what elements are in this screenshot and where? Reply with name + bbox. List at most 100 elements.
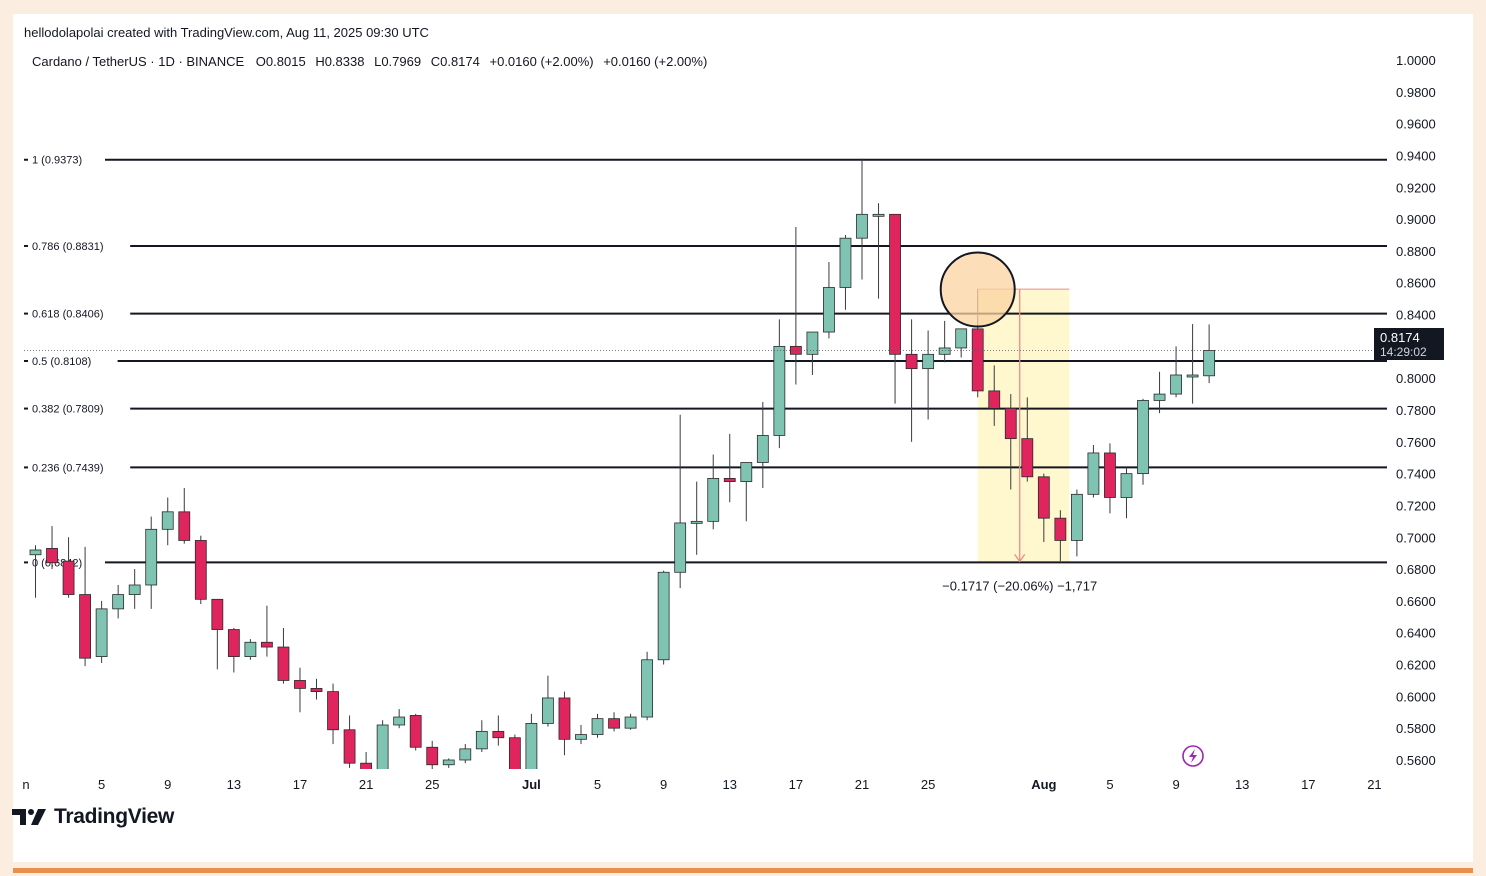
x-tick-2: 9 xyxy=(164,777,171,792)
candle-body-26 xyxy=(459,748,472,761)
x-tick-5: 21 xyxy=(359,777,373,792)
tradingview-logo-icon xyxy=(12,809,46,825)
fibonacci-levels: 1 (0.9373) 0.786 (0.8831) 0.618 (0.8406) 0.… xyxy=(24,155,1387,569)
candle-body-34 xyxy=(591,718,604,735)
y-tick-6: 0.8800 xyxy=(1396,244,1436,259)
candle-body-29 xyxy=(508,737,521,769)
y-tick-18: 0.6400 xyxy=(1396,626,1436,641)
candle-body-10 xyxy=(194,540,207,600)
candle-body-36 xyxy=(624,716,637,729)
brand-name: TradingView xyxy=(54,805,175,828)
y-tick-7: 0.8600 xyxy=(1396,276,1436,291)
candle-body-17 xyxy=(310,688,323,692)
x-tick-7: Jul xyxy=(522,777,541,792)
measure-label: −0.1717 (−20.06%) −1,717 xyxy=(942,578,1097,593)
candle-body-19 xyxy=(343,729,356,764)
legend-high-label: H xyxy=(315,54,324,69)
candle-body-23 xyxy=(409,715,422,748)
y-tick-15: 0.7000 xyxy=(1396,530,1436,545)
fib-label-5: 0.236 (0.7439) xyxy=(32,462,104,474)
candle-body-0 xyxy=(29,549,42,556)
fib-label-3: 0.5 (0.8108) xyxy=(32,356,91,368)
candle-body-38 xyxy=(657,571,670,661)
y-tick-0: 1.0000 xyxy=(1396,53,1436,68)
candle-body-13 xyxy=(244,641,257,657)
y-tick-21: 0.5800 xyxy=(1396,721,1436,736)
y-tick-2: 0.9600 xyxy=(1396,117,1436,132)
legend-low-label: L xyxy=(374,54,381,69)
y-tick-12: 0.7600 xyxy=(1396,435,1436,450)
fib-label-1: 0.786 (0.8831) xyxy=(32,241,104,253)
last-price-badge: 0.8174 14:29:02 xyxy=(1374,328,1444,360)
candle-body-52 xyxy=(889,213,901,355)
candle-body-3 xyxy=(79,594,91,659)
fib-label-4: 0.382 (0.7809) xyxy=(32,404,104,416)
fib-label-0: 1 (0.9373) xyxy=(32,155,82,167)
candle-body-16 xyxy=(294,680,306,689)
candle-body-33 xyxy=(575,734,587,740)
ohlc-legend: Cardano / TetherUS · 1D · BINANCE O0.801… xyxy=(32,54,707,69)
legend-change: +0.0160 (+2.00%) xyxy=(490,54,594,69)
x-tick-3: 13 xyxy=(227,777,241,792)
candle-body-58 xyxy=(988,390,1001,409)
price-axis[interactable]: 1.0000 0.9800 0.9600 0.9400 0.9200 0.9000 0.88… xyxy=(1396,53,1436,768)
x-tick-16: 9 xyxy=(1172,777,1179,792)
candle-body-32 xyxy=(558,697,571,740)
y-tick-16: 0.6800 xyxy=(1396,562,1436,577)
candle-body-64 xyxy=(1087,452,1100,495)
time-axis[interactable]: n 5 9 13 17 21 25 Jul 5 9 13 17 21 25 Aug 5 9 13 17 21 xyxy=(22,777,1381,792)
legend-open: 0.8015 xyxy=(266,54,306,69)
y-tick-8: 0.8400 xyxy=(1396,308,1436,323)
candlesticks xyxy=(29,158,1216,769)
candle-body-35 xyxy=(608,718,620,729)
candle-body-31 xyxy=(542,697,554,724)
y-tick-14: 0.7200 xyxy=(1396,498,1436,513)
fib-label-2: 0.618 (0.8406) xyxy=(32,309,104,321)
candle-body-44 xyxy=(756,435,769,463)
candle-body-6 xyxy=(128,584,141,595)
y-tick-20: 0.6000 xyxy=(1396,689,1436,704)
x-tick-0: n xyxy=(22,777,29,792)
y-tick-22: 0.5600 xyxy=(1396,753,1436,768)
candle-body-41 xyxy=(707,478,720,522)
legend-close: 0.8174 xyxy=(440,54,480,69)
candle-body-5 xyxy=(112,594,125,610)
candle-body-60 xyxy=(1021,438,1034,478)
candle-body-57 xyxy=(971,328,984,392)
candle-body-22 xyxy=(393,716,406,726)
svg-text:Cardano / TetherUS · 1D · BINA: Cardano / TetherUS · 1D · BINANCE O0.801… xyxy=(32,54,707,69)
y-tick-5: 0.9000 xyxy=(1396,212,1436,227)
bar-countdown: 14:29:02 xyxy=(1380,345,1427,359)
candle-body-40 xyxy=(690,520,703,524)
drawdown-highlight xyxy=(977,288,1070,563)
candle-body-21 xyxy=(376,724,389,769)
candle-body-61 xyxy=(1037,476,1050,519)
candle-body-70 xyxy=(1186,374,1199,378)
candle-body-4 xyxy=(95,608,108,657)
candle-body-28 xyxy=(492,730,505,739)
candle-body-67 xyxy=(1137,400,1149,475)
candle-body-45 xyxy=(773,345,786,436)
legend-low: 0.7969 xyxy=(381,54,421,69)
author-credit: hellodolapolai created with TradingView.… xyxy=(24,25,429,40)
y-tick-4: 0.9200 xyxy=(1396,180,1436,195)
alert-bolt-icon xyxy=(1189,749,1197,763)
y-tick-11: 0.7800 xyxy=(1396,403,1436,418)
candle-body-20 xyxy=(360,762,373,769)
chart-frame: hellodolapolai created with TradingView.… xyxy=(13,14,1473,862)
tradingview-logo[interactable]: TradingView xyxy=(12,804,174,830)
y-tick-3: 0.9400 xyxy=(1396,148,1436,163)
x-tick-6: 25 xyxy=(425,777,439,792)
y-tick-17: 0.6600 xyxy=(1396,594,1436,609)
legend-high: 0.8338 xyxy=(325,54,365,69)
x-tick-9: 9 xyxy=(660,777,667,792)
candle-body-69 xyxy=(1170,374,1182,395)
measure-box xyxy=(977,289,1070,563)
candle-body-49 xyxy=(839,237,852,288)
candle-body-55 xyxy=(938,347,951,355)
last-price: 0.8174 xyxy=(1380,330,1420,345)
candle-body-51 xyxy=(872,213,885,217)
y-tick-1: 0.9800 xyxy=(1396,85,1436,100)
alert-bolt-icon-ring xyxy=(1182,745,1204,767)
